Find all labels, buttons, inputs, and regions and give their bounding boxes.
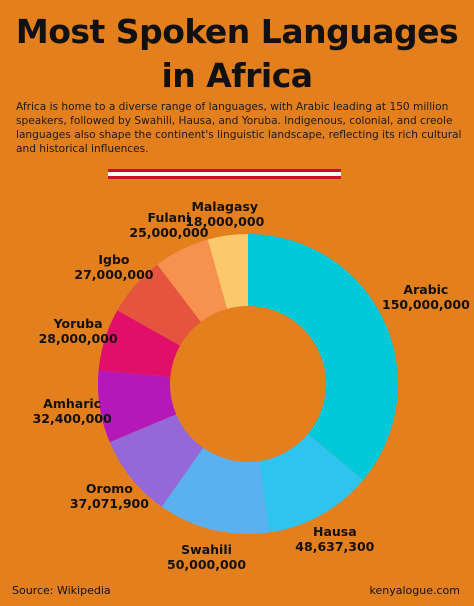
title-line-1: Most Spoken Languages [15,12,459,51]
label-value: 37,071,900 [69,495,149,511]
label-name: Swahili [181,542,232,558]
label-value: 18,000,000 [185,213,265,229]
label-name: Igbo [98,251,130,267]
site-credit: kenyalogue.com [369,584,460,597]
label-fulani: Fulani 25,000,000 [129,210,208,240]
label-swahili: Swahili 50,000,000 [167,542,246,572]
slice-igbo [117,264,201,346]
label-value: 27,000,000 [74,266,154,282]
label-name: Oromo [85,480,133,496]
chart-title: Most Spoken Languages in Africa [0,10,474,98]
description: Africa is home to a diverse range of lan… [16,101,462,155]
label-value: 28,000,000 [38,330,118,346]
slice-malagasy [207,234,248,309]
slice-swahili [161,447,270,534]
label-arabic: Arabic 150,000,000 [382,282,470,312]
label-name: Amharic [43,396,102,412]
slice-hausa [259,433,364,533]
label-value: 32,400,000 [32,411,112,427]
slice-amharic [98,370,177,443]
label-hausa: Hausa 48,637,300 [295,524,374,554]
label-yoruba: Yoruba 28,000,000 [39,316,118,346]
label-malagasy: Malagasy 18,000,000 [185,199,264,229]
label-oromo: Oromo 37,071,900 [70,481,149,511]
slice-oromo [109,414,204,507]
label-value: 48,637,300 [295,539,375,555]
label-name: Malagasy [191,198,259,214]
label-name: Hausa [313,524,357,540]
title-line-2: in Africa [161,56,313,95]
slice-yoruba [98,310,181,377]
label-amharic: Amharic 32,400,000 [33,396,112,426]
label-value: 150,000,000 [382,296,470,312]
label-value: 25,000,000 [129,224,209,240]
slice-fulani [157,239,228,322]
label-value: 50,000,000 [167,557,247,573]
label-name: Yoruba [53,315,103,331]
label-name: Arabic [403,281,449,297]
slice-arabic [248,234,399,480]
label-name: Fulani [147,209,191,225]
source-note: Source: Wikipedia [12,584,111,597]
divider [108,169,341,179]
label-igbo: Igbo 27,000,000 [74,252,153,282]
